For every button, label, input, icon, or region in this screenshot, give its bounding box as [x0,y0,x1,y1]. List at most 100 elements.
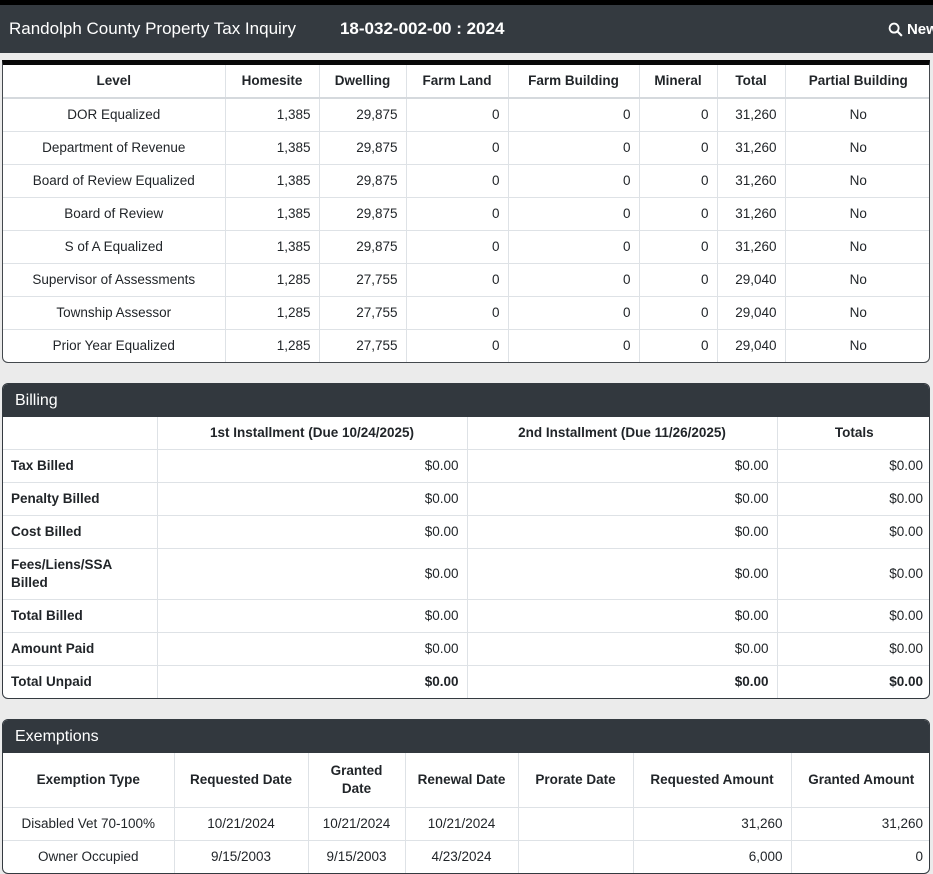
totals-cell: $0.00 [776,482,929,516]
homesite-cell: 1,385 [224,164,319,198]
billing-section: Billing 1st Installment (Due 10/24/2025)… [2,383,930,699]
level-cell: Supervisor of Assessments [3,263,225,297]
mineral-cell: 0 [638,197,717,231]
table-row: Cost Billed $0.00 $0.00 $0.00 [3,515,929,549]
farm-land-cell: 0 [405,263,508,297]
exemption-type-cell: Owner Occupied [3,840,174,873]
col-granted-date: Granted Date [307,753,405,808]
total-cell: 31,260 [716,98,785,132]
table-row: Amount Paid $0.00 $0.00 $0.00 [3,632,929,666]
second-installment-cell: $0.00 [466,665,777,698]
requested-date-cell: 9/15/2003 [173,840,308,873]
col-granted-amount: Granted Amount [790,753,929,808]
farm-building-cell: 0 [507,263,639,297]
exemptions-table: Exemption Type Requested Date Granted Da… [3,753,929,873]
new-search-link[interactable]: New Search [888,21,933,38]
col-farm-building: Farm Building [507,65,639,99]
granted-amount-cell: 31,260 [790,807,929,841]
col-totals: Totals [776,417,929,450]
granted-date-cell: 10/21/2024 [307,807,405,841]
total-cell: 31,260 [716,131,785,165]
farm-building-cell: 0 [507,197,639,231]
totals-cell: $0.00 [776,515,929,549]
dwelling-cell: 29,875 [318,197,406,231]
total-cell: 31,260 [716,197,785,231]
totals-cell: $0.00 [776,599,929,633]
farm-land-cell: 0 [405,98,508,132]
total-cell: 29,040 [716,263,785,297]
mineral-cell: 0 [638,329,717,362]
billing-row-label: Total Unpaid [3,665,157,698]
first-installment-cell: $0.00 [156,665,467,698]
dwelling-cell: 27,755 [318,296,406,330]
billing-section-header: Billing [3,384,929,417]
new-search-label: New Search [906,20,933,38]
table-row: Department of Revenue 1,385 29,875 0 0 0… [3,131,929,165]
exemptions-section: Exemptions Exemption Type Requested Date… [2,719,930,874]
page-content: Level Homesite Dwelling Farm Land Farm B… [2,60,930,874]
table-row: S of A Equalized 1,385 29,875 0 0 0 31,2… [3,230,929,264]
farm-building-cell: 0 [507,164,639,198]
col-blank [3,417,157,450]
partial-building-cell: No [784,98,929,132]
billing-row-label: Tax Billed [11,458,74,473]
assessments-table-card: Level Homesite Dwelling Farm Land Farm B… [2,60,930,363]
table-row: Penalty Billed $0.00 $0.00 $0.00 [3,482,929,516]
table-row: Township Assessor 1,285 27,755 0 0 0 29,… [3,296,929,330]
col-prorate-date: Prorate Date [517,753,633,808]
col-requested-date: Requested Date [173,753,308,808]
table-row: DOR Equalized 1,385 29,875 0 0 0 31,260 … [3,98,929,132]
dwelling-cell: 27,755 [318,263,406,297]
homesite-cell: 1,285 [224,329,319,362]
col-mineral: Mineral [638,65,717,99]
table-row: Board of Review 1,385 29,875 0 0 0 31,26… [3,197,929,231]
col-total: Total [716,65,785,99]
homesite-cell: 1,385 [224,197,319,231]
level-cell: Department of Revenue [3,131,225,165]
assessments-table: Level Homesite Dwelling Farm Land Farm B… [3,65,929,362]
parcel-year-label: 18-032-002-00 : 2024 [339,19,505,38]
homesite-cell: 1,285 [224,263,319,297]
requested-date-cell: 10/21/2024 [173,807,308,841]
table-row: Board of Review Equalized 1,385 29,875 0… [3,164,929,198]
exemptions-section-header: Exemptions [3,720,929,753]
total-cell: 29,040 [716,296,785,330]
granted-amount-cell: 0 [790,840,929,873]
mineral-cell: 0 [638,230,717,264]
first-installment-cell: $0.00 [156,482,467,516]
renewal-date-cell: 4/23/2024 [404,840,518,873]
homesite-cell: 1,285 [224,296,319,330]
first-installment-cell: $0.00 [156,515,467,549]
partial-building-cell: No [784,164,929,198]
table-row: Total Billed $0.00 $0.00 $0.00 [3,599,929,633]
billing-row-label: Fees/Liens/SSA Billed [3,548,157,600]
first-installment-cell: $0.00 [156,548,467,600]
totals-cell: $0.00 [776,632,929,666]
billing-row-label: Total Billed [3,599,157,633]
requested-amount-cell: 6,000 [632,840,791,873]
farm-land-cell: 0 [405,296,508,330]
homesite-cell: 1,385 [224,230,319,264]
billing-row-label: Cost Billed [3,515,157,549]
col-exemption-type: Exemption Type [3,753,174,808]
dwelling-cell: 29,875 [318,230,406,264]
navbar: Randolph County Property Tax Inquiry 18-… [0,5,933,53]
second-installment-cell: $0.00 [466,599,777,633]
first-installment-cell: $0.00 [156,599,467,633]
partial-building-cell: No [784,197,929,231]
granted-date-cell: 9/15/2003 [307,840,405,873]
farm-building-cell: 0 [507,296,639,330]
billing-table: 1st Installment (Due 10/24/2025) 2nd Ins… [3,417,929,698]
app-title: Randolph County Property Tax Inquiry [9,19,296,38]
total-cell: 31,260 [716,230,785,264]
dwelling-cell: 29,875 [318,164,406,198]
level-cell: Board of Review Equalized [3,164,225,198]
table-row: Total Unpaid $0.00 $0.00 $0.00 [3,665,929,698]
col-level: Level [3,65,225,99]
second-installment-cell: $0.00 [466,632,777,666]
level-cell: Prior Year Equalized [3,329,225,362]
totals-cell: $0.00 [776,665,929,698]
farm-building-cell: 0 [507,230,639,264]
table-row: Fees/Liens/SSA Billed $0.00 $0.00 $0.00 [3,548,929,600]
prorate-date-cell [517,807,633,841]
